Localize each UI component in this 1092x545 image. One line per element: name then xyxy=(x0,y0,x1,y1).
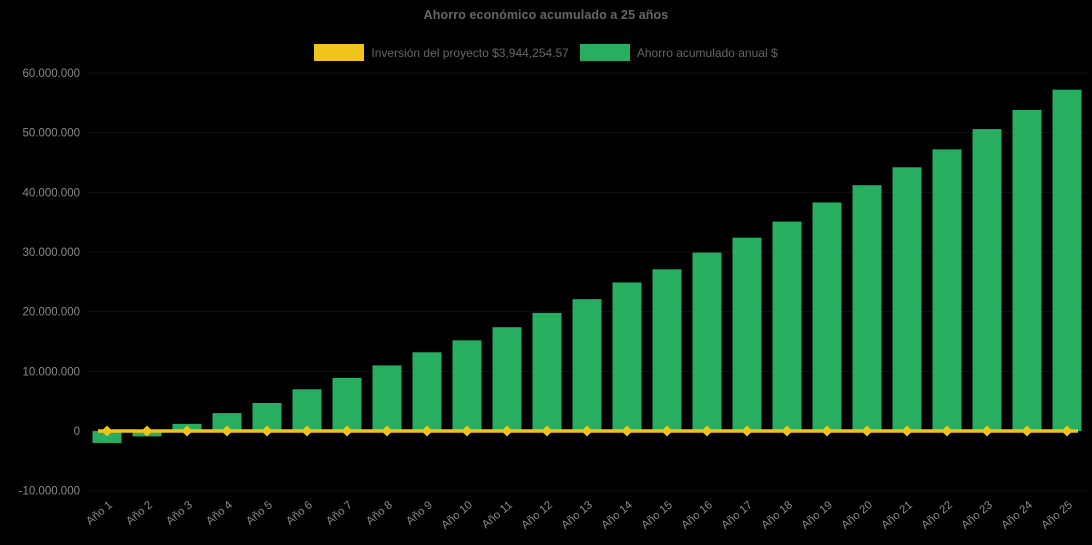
bar-ano-11[interactable] xyxy=(492,327,522,432)
investment-marker-ano-20[interactable] xyxy=(861,425,873,437)
x-axis-tick-label: Año 3 xyxy=(164,499,195,528)
investment-marker-ano-4[interactable] xyxy=(221,425,233,437)
investment-marker-ano-7[interactable] xyxy=(341,425,353,437)
y-axis-tick-label: -10.000.000 xyxy=(19,486,80,498)
bar-ano-22[interactable] xyxy=(932,149,962,432)
investment-marker-ano-12[interactable] xyxy=(541,425,553,437)
x-axis-tick-label: Año 5 xyxy=(244,499,275,528)
investment-marker-ano-3[interactable] xyxy=(181,425,193,437)
bar-ano-7[interactable] xyxy=(332,377,362,432)
bar-ano-18[interactable] xyxy=(772,221,802,432)
investment-marker-ano-10[interactable] xyxy=(461,425,473,437)
x-axis-tick-label: Año 4 xyxy=(204,499,235,528)
x-axis-tick-label: Año 16 xyxy=(679,499,715,532)
legend-item-inversion[interactable]: Inversión del proyecto $3,944,254.57 xyxy=(314,44,569,61)
investment-marker-ano-1[interactable] xyxy=(101,425,113,437)
x-axis-tick-label: Año 15 xyxy=(639,499,675,532)
bar-ano-16[interactable] xyxy=(692,252,722,432)
investment-marker-ano-2[interactable] xyxy=(141,425,153,437)
y-axis-tick-label: 50.000.000 xyxy=(22,128,80,140)
x-axis-tick-label: Año 12 xyxy=(519,499,555,532)
investment-marker-ano-8[interactable] xyxy=(381,425,393,437)
investment-marker-ano-14[interactable] xyxy=(621,425,633,437)
x-axis-tick-label: Año 19 xyxy=(799,499,835,532)
bar-ano-1[interactable] xyxy=(92,431,122,443)
x-axis-tick-label: Año 10 xyxy=(439,499,475,532)
x-axis-tick-label: Año 1 xyxy=(84,499,115,528)
bar-ano-8[interactable] xyxy=(372,365,402,432)
legend-item-ahorro[interactable]: Ahorro acumulado anual $ xyxy=(579,44,778,61)
x-axis-tick-label: Año 8 xyxy=(364,499,395,528)
y-axis-tick-label: 40.000.000 xyxy=(22,187,80,199)
investment-marker-ano-13[interactable] xyxy=(581,425,593,437)
x-axis-tick-label: Año 7 xyxy=(324,499,355,528)
investment-marker-ano-24[interactable] xyxy=(1021,425,1033,437)
bar-ano-21[interactable] xyxy=(892,167,922,432)
bar-ano-10[interactable] xyxy=(452,340,482,432)
investment-marker-ano-25[interactable] xyxy=(1061,425,1073,437)
x-axis-tick-label: Año 11 xyxy=(480,499,515,531)
bar-ano-19[interactable] xyxy=(812,202,842,432)
investment-marker-ano-23[interactable] xyxy=(981,425,993,437)
bar-ano-6[interactable] xyxy=(292,389,322,432)
x-axis-tick-label: Año 25 xyxy=(1039,499,1075,532)
y-axis-tick-label: 30.000.000 xyxy=(22,247,80,259)
chart-title: Ahorro económico acumulado a 25 años xyxy=(423,8,669,22)
x-axis-tick-label: Año 2 xyxy=(124,499,155,528)
legend-swatch-inversion-icon xyxy=(314,44,365,61)
x-axis-tick-label: Año 22 xyxy=(919,499,955,532)
y-axis-tick-label: 0 xyxy=(74,426,80,438)
investment-marker-ano-22[interactable] xyxy=(941,425,953,437)
bar-ano-15[interactable] xyxy=(652,269,682,432)
bar-ano-24[interactable] xyxy=(1012,109,1042,432)
x-axis-tick-label: Año 21 xyxy=(879,499,915,532)
x-axis-tick-label: Año 18 xyxy=(759,499,795,532)
investment-marker-ano-6[interactable] xyxy=(301,425,313,437)
x-axis-tick-label: Año 20 xyxy=(839,499,875,532)
investment-marker-ano-17[interactable] xyxy=(741,425,753,437)
y-axis-tick-label: 20.000.000 xyxy=(22,307,80,319)
investment-marker-ano-16[interactable] xyxy=(701,425,713,437)
y-axis-tick-label: 60.000.000 xyxy=(22,68,80,80)
x-axis-tick-label: Año 14 xyxy=(599,499,635,532)
investment-marker-ano-5[interactable] xyxy=(261,425,273,437)
investment-marker-ano-21[interactable] xyxy=(901,425,913,437)
x-axis-tick-label: Año 13 xyxy=(559,499,595,532)
x-axis-tick-label: Año 17 xyxy=(719,499,755,532)
bar-ano-17[interactable] xyxy=(732,237,762,432)
legend-label-ahorro: Ahorro acumulado anual $ xyxy=(636,45,778,60)
investment-marker-ano-9[interactable] xyxy=(421,425,433,437)
legend-label-inversion: Inversión del proyecto $3,944,254.57 xyxy=(371,45,569,60)
x-axis-tick-label: Año 9 xyxy=(404,499,435,528)
bar-ano-20[interactable] xyxy=(852,185,882,432)
investment-marker-ano-18[interactable] xyxy=(781,425,793,437)
bar-ano-12[interactable] xyxy=(532,312,562,432)
bar-ano-23[interactable] xyxy=(972,129,1002,432)
investment-marker-ano-11[interactable] xyxy=(501,425,513,437)
bar-ano-13[interactable] xyxy=(572,299,602,432)
x-axis-tick-label: Año 6 xyxy=(284,499,315,528)
bar-ano-4[interactable] xyxy=(212,413,242,432)
legend-swatch-ahorro-icon xyxy=(579,44,630,61)
investment-marker-ano-19[interactable] xyxy=(821,425,833,437)
x-axis-tick-label: Año 23 xyxy=(959,499,995,532)
bar-ano-9[interactable] xyxy=(412,352,442,432)
chart-legend: Inversión del proyecto $3,944,254.57 Aho… xyxy=(0,44,1092,61)
x-axis-tick-label: Año 24 xyxy=(999,499,1035,532)
bar-ano-25[interactable] xyxy=(1052,89,1082,432)
y-axis-tick-label: 10.000.000 xyxy=(22,366,80,378)
investment-marker-ano-15[interactable] xyxy=(661,425,673,437)
bar-ano-14[interactable] xyxy=(612,282,642,432)
